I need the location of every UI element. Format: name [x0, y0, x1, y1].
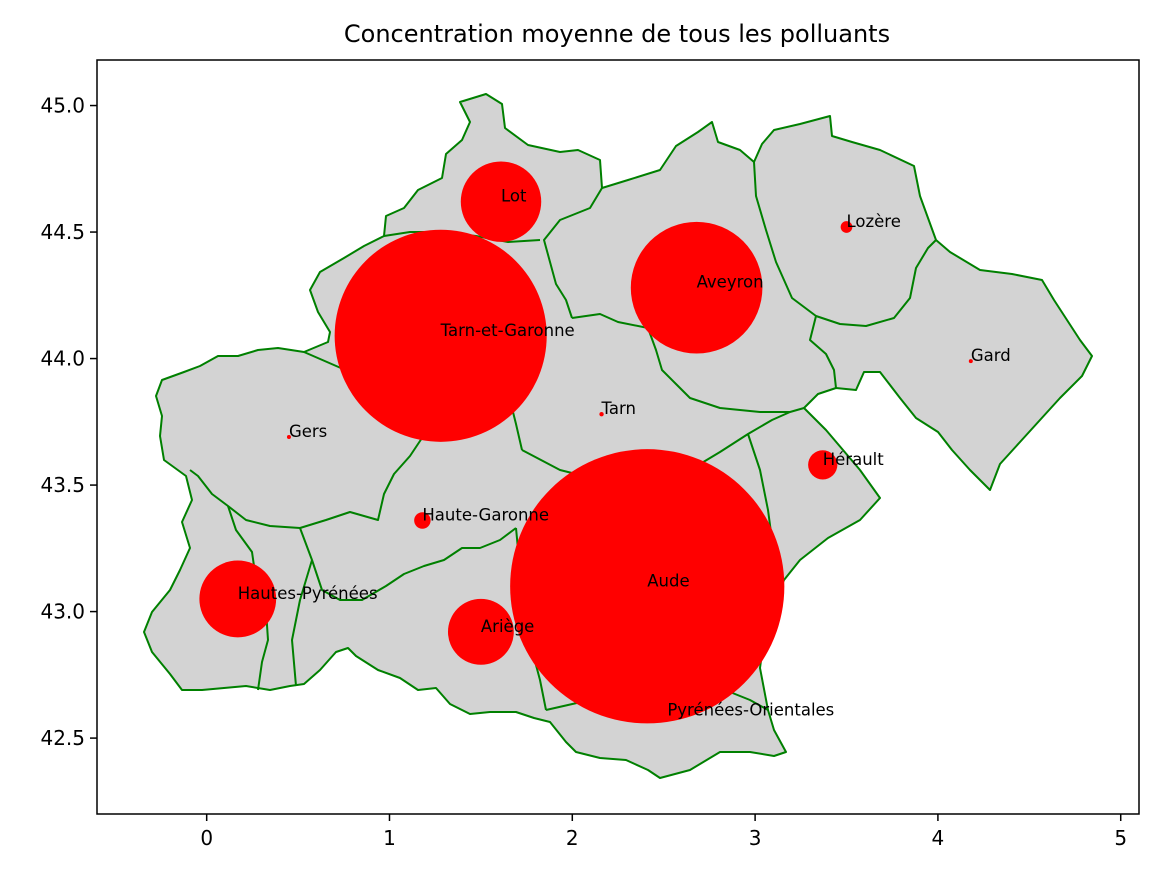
- department-label-11: Ariège: [481, 617, 534, 636]
- department-label-7: Hérault: [823, 450, 884, 469]
- department-labels: Lot Aveyron Lozère Tarn-et-Garonne Gard Tarn G…: [238, 187, 1011, 720]
- marker-2: [840, 221, 853, 233]
- marker-4: [968, 359, 973, 364]
- marker-5: [599, 412, 604, 417]
- border-lot-aveyron: [543, 187, 603, 319]
- department-label-9: Hautes-Pyrénées: [238, 584, 378, 603]
- x-tick-label-4: 4: [932, 826, 945, 850]
- department-label-8: Haute-Garonne: [422, 505, 549, 524]
- department-label-0: Lot: [501, 187, 527, 206]
- department-label-4: Gard: [971, 346, 1011, 365]
- department-label-2: Lozère: [847, 212, 901, 231]
- border-aveyron-gard-herault: [809, 315, 837, 389]
- marker-6: [286, 435, 291, 439]
- department-label-10: Aude: [647, 571, 689, 590]
- department-label-1: Aveyron: [697, 273, 764, 292]
- axes-frame: [96, 59, 1140, 815]
- x-axis: 0 1 2 3 4 5: [200, 814, 1127, 850]
- marker-10: [510, 449, 785, 724]
- marker-1: [630, 221, 763, 354]
- border-gers-hautegaronne: [189, 431, 427, 529]
- border-hautegaronne-west: [291, 559, 313, 687]
- marker-8: [414, 512, 431, 529]
- border-aveyron-tarn: [571, 313, 805, 413]
- department-label-12: Pyrénées-Orientales: [667, 700, 834, 719]
- border-hautegaronne-ariege: [299, 527, 517, 601]
- department-label-5: Tarn: [601, 399, 636, 418]
- x-tick-label-1: 1: [383, 826, 396, 850]
- y-axis: 42.5 43.0 43.5 44.0 44.5 45.0: [40, 94, 97, 750]
- department-label-3: Tarn-et-Garonne: [440, 321, 575, 340]
- marker-0: [460, 161, 542, 242]
- marker-9: [199, 560, 277, 638]
- marker-3: [334, 229, 547, 442]
- x-tick-label-0: 0: [200, 826, 213, 850]
- marker-11: [447, 598, 514, 665]
- y-tick-label-4: 44.5: [40, 220, 85, 244]
- pollutant-markers: [199, 161, 973, 724]
- y-tick-label-0: 42.5: [40, 726, 85, 750]
- chart-title: Concentration moyenne de tous les pollua…: [344, 20, 890, 48]
- department-label-6: Gers: [289, 422, 327, 441]
- y-tick-label-5: 45.0: [40, 94, 85, 118]
- x-tick-label-5: 5: [1114, 826, 1127, 850]
- x-tick-label-3: 3: [749, 826, 762, 850]
- x-tick-label-2: 2: [566, 826, 579, 850]
- y-tick-label-3: 44.0: [40, 347, 85, 371]
- y-tick-label-2: 43.5: [40, 473, 85, 497]
- border-aveyron-lozere: [753, 161, 937, 327]
- marker-7: [808, 450, 838, 480]
- y-tick-label-1: 43.0: [40, 600, 85, 624]
